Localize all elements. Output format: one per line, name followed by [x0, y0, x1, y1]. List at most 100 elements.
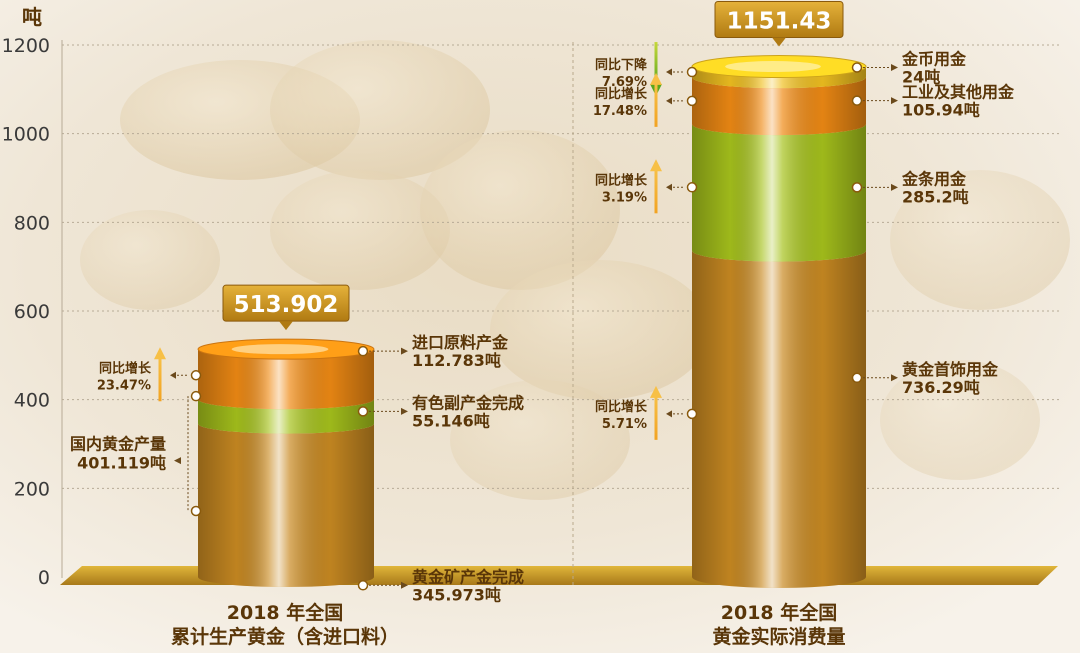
bracket-dot-top — [190, 390, 202, 402]
total-value-label: 513.902 — [234, 292, 339, 318]
change-label: 同比增长 — [595, 172, 648, 188]
up-arrow-shaft — [654, 395, 658, 440]
segment-value: 24吨 — [902, 68, 940, 87]
leader-arrowhead — [891, 374, 898, 382]
bar-segment — [198, 399, 374, 434]
change-value: 3.19% — [602, 190, 647, 205]
category-2-line2: 黄金实际消费量 — [712, 625, 845, 648]
bar-segment-shading — [692, 250, 866, 588]
bracket-name: 国内黄金产量 — [70, 435, 166, 454]
bar-segment-shading — [198, 423, 374, 587]
category-2-line1: 2018 年全国 — [721, 601, 838, 624]
change-label: 同比增长 — [595, 86, 648, 102]
bar-segment — [692, 250, 866, 588]
category-1-line2: 累计生产黄金（含进口料） — [171, 625, 399, 648]
segment-name: 黄金首饰用金 — [902, 360, 999, 379]
bar-segment-shading — [198, 349, 374, 410]
change-indicator: 同比增长 17.48% — [593, 72, 698, 127]
change-value: 7.69% — [602, 75, 647, 90]
y-tick-label: 0 — [38, 567, 50, 589]
change-dot — [686, 182, 698, 193]
bar-segment — [692, 66, 866, 89]
segment-value: 55.146吨 — [412, 411, 490, 430]
bar-top-highlight — [231, 344, 329, 355]
leader-dot — [357, 345, 369, 357]
leader-arrowhead — [401, 407, 408, 415]
segment-name: 进口原料产金 — [412, 333, 509, 352]
segment-value: 345.973吨 — [412, 585, 501, 604]
segment-name: 金条用金 — [901, 169, 967, 188]
bar-top-highlight — [725, 61, 821, 73]
bar-segment — [198, 423, 374, 587]
leader-arrowhead — [401, 581, 408, 589]
total-badge-pointer — [279, 321, 293, 331]
leader-arrowhead — [891, 64, 898, 72]
y-tick-label: 1000 — [2, 124, 50, 146]
up-arrow-head — [650, 385, 662, 398]
up-arrow-head — [154, 347, 166, 360]
change-leader-arrowhead — [666, 97, 672, 105]
y-unit-label: 吨 — [22, 5, 42, 29]
total-badge: 1151.43 — [714, 1, 844, 47]
segment-value: 736.29吨 — [902, 378, 980, 397]
change-dot — [686, 408, 698, 420]
leader-arrowhead — [891, 183, 898, 191]
leader-dot — [357, 406, 369, 417]
bar-segment — [692, 77, 866, 136]
category-1-line1: 2018 年全国 — [227, 601, 344, 624]
bar-segment — [198, 349, 374, 410]
change-dot — [686, 95, 698, 107]
leader-dot — [357, 580, 369, 591]
total-badge-pointer — [772, 37, 786, 47]
total-badge: 513.902 — [222, 284, 350, 331]
bar-segment — [692, 124, 866, 262]
bar-segment-shading — [198, 399, 374, 434]
change-leader-arrowhead — [170, 371, 176, 379]
change-dot — [686, 66, 698, 78]
leader-dot — [851, 62, 863, 73]
bracket-value: 401.119吨 — [77, 454, 166, 473]
change-label: 同比下降 — [595, 57, 648, 73]
segment-value: 112.783吨 — [412, 351, 501, 370]
change-label: 同比增长 — [99, 360, 152, 376]
y-tick-label: 800 — [14, 212, 50, 234]
y-tick-label: 1200 — [2, 35, 50, 57]
leader-dot — [851, 182, 863, 193]
bracket-arrowhead — [174, 457, 181, 465]
bar-segment-shading — [692, 77, 866, 136]
bar-segment-shading — [692, 124, 866, 262]
change-leader-arrowhead — [666, 410, 672, 418]
up-arrow-head — [650, 72, 662, 85]
leader-dot — [851, 372, 863, 384]
y-tick-label: 400 — [14, 390, 50, 412]
change-value: 5.71% — [602, 417, 647, 432]
bracket-dot-bottom — [190, 505, 202, 517]
change-indicator: 同比增长 23.47% — [97, 347, 202, 402]
change-indicator: 同比下降 7.69% — [595, 42, 698, 97]
segment-name: 金币用金 — [901, 50, 967, 69]
bar-segment-shading — [692, 66, 866, 89]
change-leader-arrowhead — [666, 68, 672, 76]
change-indicator: 同比增长 3.19% — [595, 159, 698, 214]
segment-value: 285.2吨 — [902, 187, 969, 206]
segment-name: 有色副产金完成 — [412, 393, 524, 412]
segment-value: 105.94吨 — [902, 101, 980, 120]
change-indicator: 同比增长 5.71% — [595, 385, 698, 440]
change-dot — [190, 370, 202, 381]
segment-name: 工业及其他用金 — [902, 83, 1015, 102]
leader-dot — [851, 95, 863, 106]
y-tick-label: 600 — [14, 301, 50, 323]
up-arrow-shaft — [158, 357, 162, 402]
change-leader-arrowhead — [666, 183, 672, 191]
change-value: 17.48% — [593, 104, 647, 119]
